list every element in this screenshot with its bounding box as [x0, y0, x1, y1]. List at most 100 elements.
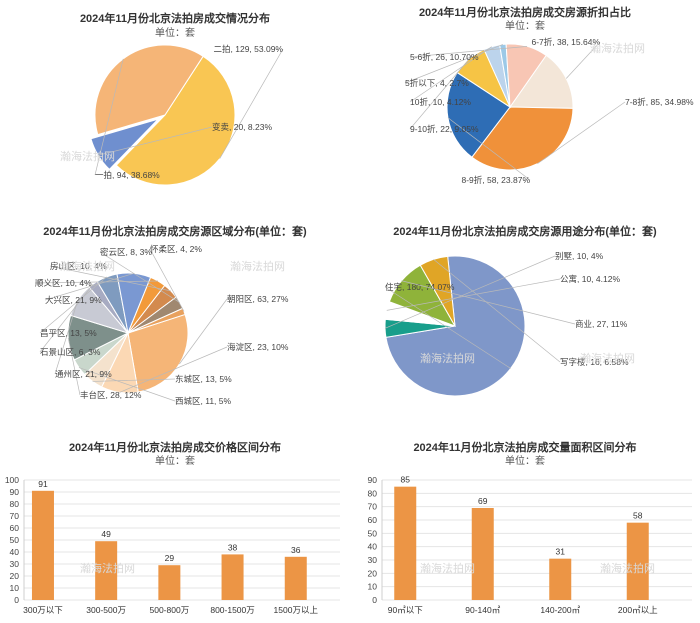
bar [549, 558, 572, 600]
data-label: 5折以下, 4, 2.7% [405, 78, 469, 88]
leader-line [98, 126, 213, 156]
leader-line [219, 48, 284, 159]
data-label: 西城区, 11, 5% [175, 396, 231, 406]
data-label: 公寓, 10, 4.12% [560, 274, 620, 284]
pie-slice [127, 313, 189, 393]
y-tick-label: 0 [14, 595, 19, 605]
bar-value-label: 29 [165, 553, 175, 563]
bar-value-label: 38 [228, 542, 238, 552]
data-label: 东城区, 13, 5% [175, 374, 232, 384]
leader-line [409, 46, 492, 103]
y-tick-label: 10 [10, 583, 20, 593]
bar [221, 554, 244, 600]
y-tick-label: 20 [368, 568, 378, 578]
data-label: 一拍, 94, 38.68% [95, 170, 160, 180]
leader-line [119, 346, 228, 393]
pie-slice [90, 118, 160, 171]
chart-subtitle: 单位：套 [155, 28, 195, 39]
data-label: 海淀区, 23, 10% [227, 342, 289, 352]
leader-line [44, 272, 135, 301]
y-tick-label: 90 [10, 487, 20, 497]
leader-line [99, 251, 180, 303]
y-tick-label: 60 [368, 515, 378, 525]
x-tick-label: 300万以下 [23, 605, 63, 615]
chart-title: 2024年11月份北京法拍房成交房源用途分布(单位：套) [393, 226, 657, 238]
bar [95, 541, 118, 600]
y-tick-label: 0 [372, 595, 377, 605]
data-label: 昌平区, 13, 5% [40, 328, 97, 338]
data-label: 二拍, 129, 53.09% [214, 44, 284, 54]
y-tick-label: 30 [10, 559, 20, 569]
data-label: 6-7折, 38, 15.64% [531, 37, 600, 47]
x-tick-label: 140-200㎡ [540, 605, 580, 615]
area-bar-chart: 0 10 20 30 40 50 60 70 80 90 85 90㎡以下 69 90-140㎡ 31 140… [368, 475, 692, 615]
price-bar-chart: 0 10 20 30 40 50 60 70 80 90 100 91 300万以下 49 300-500万… [5, 475, 340, 615]
chart-title: 2024年11月份北京法拍房成交量面积区间分布 [413, 442, 637, 454]
x-tick-label: 800-1500万 [210, 605, 254, 615]
chart-subtitle: 单位：套 [505, 21, 545, 32]
discount-pie-panel: 2024年11月份北京法拍房成交房源折扣占比 单位：套 6-7折, 38, 15… [350, 0, 700, 210]
leader-line [49, 265, 171, 292]
data-label: 丰台区, 28, 12% [80, 390, 142, 400]
chart-title: 2024年11月份北京法拍房成交房源区域分布(单位：套) [43, 226, 307, 238]
data-label: 商业, 27, 11% [575, 319, 628, 329]
y-tick-label: 70 [368, 502, 378, 512]
bar [284, 556, 307, 600]
y-tick-label: 30 [368, 555, 378, 565]
leader-line [384, 255, 556, 329]
discount-pie-chart: 6-7折, 38, 15.64% 7-8折, 85, 34.98% 8-9折, 58… [404, 37, 694, 185]
leader-line [433, 259, 561, 363]
leader-line [54, 299, 79, 375]
x-tick-label: 300-500万 [86, 605, 126, 615]
y-tick-label: 20 [10, 571, 20, 581]
pie-slice [115, 55, 236, 186]
leader-line [94, 58, 124, 176]
bar-value-label: 36 [291, 545, 301, 555]
status-pie-chart: 二拍, 129, 53.09% 变卖, 20, 8.23% 一拍, 94, 38.6… [90, 44, 284, 186]
data-label: 8-9折, 58, 23.87% [461, 175, 530, 185]
data-label: 别墅, 10, 4% [555, 251, 604, 261]
data-label: 顺义区, 10, 4% [35, 278, 92, 288]
leader-line [384, 286, 511, 369]
data-label: 密云区, 8, 3% [100, 247, 152, 257]
x-tick-label: 200㎡以上 [618, 605, 658, 615]
leader-line [409, 58, 470, 130]
leader-line [447, 117, 531, 181]
bar-value-label: 91 [38, 479, 48, 489]
data-label: 通州区, 21, 9% [55, 369, 112, 379]
y-tick-label: 50 [10, 535, 20, 545]
leader-line [386, 278, 561, 311]
bar [31, 490, 54, 600]
y-tick-label: 10 [368, 582, 378, 592]
data-label: 住宅, 180, 74.07% [385, 282, 455, 292]
data-label: 写字楼, 16, 6.58% [560, 357, 629, 367]
leader-line [92, 378, 176, 382]
y-tick-label: 100 [5, 475, 19, 485]
y-tick-label: 80 [368, 488, 378, 498]
data-label: 朝阳区, 63, 27% [227, 294, 289, 304]
leader-line [78, 367, 176, 402]
leader-line [67, 337, 81, 396]
bar [471, 508, 494, 600]
y-tick-label: 90 [368, 475, 378, 485]
y-tick-label: 70 [10, 511, 20, 521]
bar [626, 522, 649, 600]
usage-pie-panel: 2024年11月份北京法拍房成交房源用途分布(单位：套) 住宅, 180, 74… [350, 215, 700, 420]
data-label: 变卖, 20, 8.23% [212, 122, 272, 132]
leader-line [409, 46, 528, 58]
bar [394, 486, 417, 600]
area-bar-panel: 2024年11月份北京法拍房成交量面积区间分布 单位：套 0 10 20 30 40 50… [350, 430, 700, 623]
leader-line [404, 44, 504, 84]
chart-subtitle: 单位：套 [155, 456, 195, 467]
chart-subtitle: 单位：套 [505, 456, 545, 467]
bar [158, 565, 181, 600]
data-label: 石景山区, 6, 3% [40, 347, 101, 357]
bar-value-label: 85 [401, 475, 411, 485]
usage-pie-chart: 住宅, 180, 74.07% 别墅, 10, 4% 公寓, 10, 4.12% 商业… [384, 251, 629, 397]
leader-line [149, 248, 185, 312]
district-pie-chart: 朝阳区, 63, 27% 海淀区, 23, 10% 东城区, 13, 5% 西城区, … [34, 244, 289, 406]
data-label: 大兴区, 21, 9% [45, 295, 102, 305]
data-label: 房山区, 10, 4% [50, 261, 107, 271]
chart-title: 2024年11月份北京法拍房成交价格区间分布 [68, 442, 282, 454]
leader-line [537, 101, 626, 165]
